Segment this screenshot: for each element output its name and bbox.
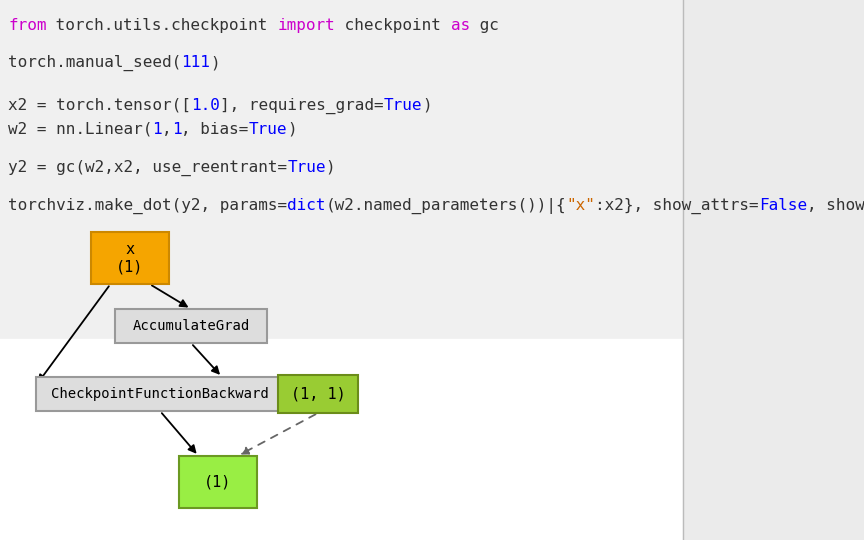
Text: gc: gc: [470, 18, 499, 33]
Text: (1): (1): [204, 475, 232, 489]
Text: , bias=: , bias=: [181, 122, 249, 137]
Text: ,: ,: [162, 122, 172, 137]
Text: (1, 1): (1, 1): [290, 387, 346, 402]
Text: (w2.named_parameters())|{: (w2.named_parameters())|{: [326, 198, 566, 214]
Text: dict: dict: [287, 198, 326, 213]
Text: ], requires_grad=: ], requires_grad=: [219, 98, 384, 114]
Text: ): ): [210, 55, 219, 70]
Text: 1: 1: [152, 122, 162, 137]
Text: x
(1): x (1): [117, 242, 143, 274]
Text: w2 = nn.Linear(: w2 = nn.Linear(: [8, 122, 152, 137]
Text: True: True: [249, 122, 287, 137]
Text: 111: 111: [181, 55, 210, 70]
Text: y2 = gc(w2,x2, use_reentrant=: y2 = gc(w2,x2, use_reentrant=: [8, 160, 287, 176]
FancyBboxPatch shape: [179, 456, 257, 508]
Text: ): ): [287, 122, 296, 137]
Text: import: import: [277, 18, 335, 33]
Text: CheckpointFunctionBackward: CheckpointFunctionBackward: [51, 387, 269, 401]
FancyBboxPatch shape: [115, 309, 267, 343]
Text: "x": "x": [566, 198, 595, 213]
Text: 1.0: 1.0: [191, 98, 219, 113]
Text: as: as: [451, 18, 470, 33]
Text: from: from: [8, 18, 47, 33]
FancyBboxPatch shape: [278, 375, 358, 413]
Text: x2 = torch.tensor([: x2 = torch.tensor([: [8, 98, 191, 113]
Text: True: True: [384, 98, 422, 113]
Text: torchviz.make_dot(y2, params=: torchviz.make_dot(y2, params=: [8, 198, 287, 214]
Text: , show_saved=: , show_saved=: [807, 198, 864, 214]
Text: False: False: [759, 198, 807, 213]
Text: torch.utils.checkpoint: torch.utils.checkpoint: [47, 18, 277, 33]
Text: True: True: [287, 160, 326, 175]
Text: AccumulateGrad: AccumulateGrad: [132, 319, 250, 333]
FancyBboxPatch shape: [91, 232, 169, 284]
Text: ): ): [326, 160, 335, 175]
Text: torch.manual_seed(: torch.manual_seed(: [8, 55, 181, 71]
Text: 1: 1: [172, 122, 181, 137]
Text: checkpoint: checkpoint: [335, 18, 451, 33]
Text: :x2}, show_attrs=: :x2}, show_attrs=: [595, 198, 759, 214]
Text: ): ): [422, 98, 431, 113]
FancyBboxPatch shape: [36, 377, 284, 411]
